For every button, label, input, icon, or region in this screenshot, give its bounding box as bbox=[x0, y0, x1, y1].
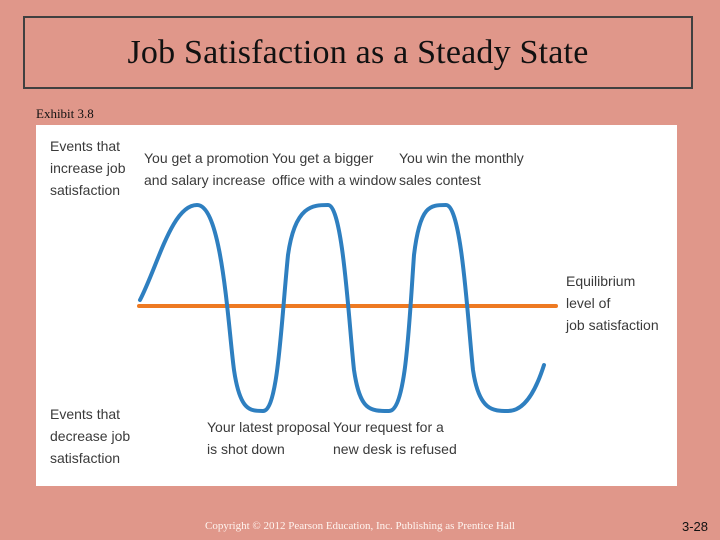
positive-event-office: You get a bigger office with a window bbox=[272, 147, 396, 191]
decrease-label-line: Events that bbox=[50, 406, 121, 422]
decrease-label-line: satisfaction bbox=[50, 450, 121, 466]
diagram-canvas bbox=[137, 202, 558, 414]
slide-title: Job Satisfaction as a Steady State bbox=[127, 33, 589, 71]
exhibit-label: Exhibit 3.8 bbox=[36, 106, 94, 121]
positive-event-line: office with a window bbox=[272, 172, 397, 188]
equilibrium-label-line: level of bbox=[566, 295, 611, 311]
positive-event-line: sales contest bbox=[399, 172, 481, 188]
satisfaction-wave bbox=[138, 202, 546, 414]
negative-event-desk: Your request for a new desk is refused bbox=[333, 416, 457, 460]
positive-event-line: You win the monthly bbox=[399, 150, 524, 166]
copyright-footer: Copyright © 2012 Pearson Education, Inc.… bbox=[205, 520, 515, 532]
equilibrium-label: Equilibrium level of job satisfaction bbox=[566, 270, 659, 336]
negative-event-line: Your latest proposal bbox=[207, 419, 331, 435]
increase-label-line: satisfaction bbox=[50, 182, 121, 198]
equilibrium-label-line: Equilibrium bbox=[566, 273, 636, 289]
increase-events-label: Events that increase job satisfaction bbox=[50, 135, 126, 201]
negative-event-line: is shot down bbox=[207, 441, 285, 457]
decrease-label-line: decrease job bbox=[50, 428, 131, 444]
page-number: 3-28 bbox=[681, 519, 708, 534]
positive-event-line: You get a bigger bbox=[272, 150, 374, 166]
increase-label-line: Events that bbox=[50, 138, 121, 154]
diagram-panel: Events that increase job satisfaction Yo… bbox=[36, 125, 677, 486]
negative-event-line: Your request for a bbox=[333, 419, 444, 435]
negative-event-proposal: Your latest proposal is shot down bbox=[207, 416, 330, 460]
equilibrium-label-line: job satisfaction bbox=[566, 317, 659, 333]
positive-event-line: You get a promotion bbox=[144, 150, 269, 166]
title-box: Job Satisfaction as a Steady State bbox=[23, 16, 693, 89]
increase-label-line: increase job bbox=[50, 160, 126, 176]
positive-event-contest: You win the monthly sales contest bbox=[399, 147, 524, 191]
positive-event-line: and salary increase bbox=[144, 172, 266, 188]
positive-event-promotion: You get a promotion and salary increase bbox=[144, 147, 269, 191]
decrease-events-label: Events that decrease job satisfaction bbox=[50, 403, 130, 469]
negative-event-line: new desk is refused bbox=[333, 441, 457, 457]
